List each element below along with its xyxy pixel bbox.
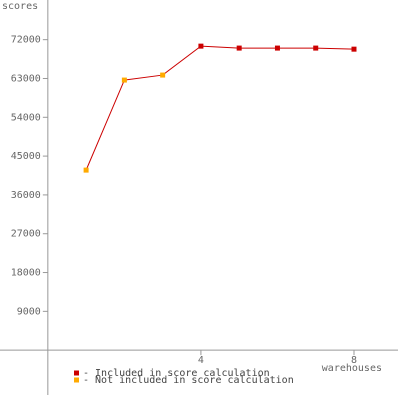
point bbox=[274, 45, 280, 51]
point bbox=[198, 43, 204, 49]
y-tick-label: 45000 bbox=[11, 151, 41, 162]
legend-marker bbox=[74, 370, 79, 376]
y-tick-label: 27000 bbox=[11, 229, 41, 240]
y-tick-label: 63000 bbox=[11, 73, 41, 84]
legend-marker bbox=[74, 377, 79, 383]
legend-label: - Included in score calculation bbox=[83, 368, 270, 379]
x-axis-label: warehouses bbox=[322, 363, 382, 374]
point bbox=[121, 77, 127, 83]
legend-label: - Not included in score calculation bbox=[83, 375, 294, 386]
x-tick-label: 4 bbox=[198, 355, 204, 366]
score-line bbox=[85, 45, 355, 171]
y-tick-label: 18000 bbox=[11, 268, 41, 279]
point bbox=[236, 45, 242, 51]
point bbox=[160, 72, 166, 78]
y-tick-label: 72000 bbox=[11, 35, 41, 46]
y-tick-label: 9000 bbox=[17, 306, 41, 317]
y-axis-label: scores bbox=[2, 1, 38, 12]
point bbox=[83, 167, 89, 173]
point bbox=[351, 46, 357, 52]
point bbox=[313, 45, 319, 51]
y-tick-label: 54000 bbox=[11, 112, 41, 123]
x-tick-label: 8 bbox=[351, 355, 357, 366]
y-tick-label: 36000 bbox=[11, 190, 41, 201]
